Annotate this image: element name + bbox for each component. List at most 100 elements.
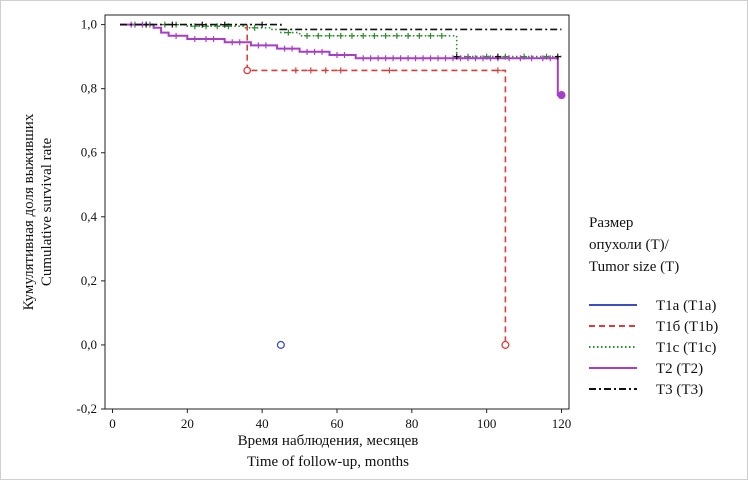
censor-mark-t1-t1b: [307, 67, 314, 74]
censor-mark-t1c-t1c: [393, 32, 400, 39]
y-tick-label: 0,6: [81, 145, 98, 160]
censor-mark-t1c-t1c: [416, 32, 423, 39]
censor-mark-t3-t3: [259, 21, 266, 28]
censor-mark-t2-t2: [457, 55, 464, 62]
censor-mark-t2-t2: [479, 55, 486, 62]
censor-mark-t1c-t1c: [427, 32, 434, 39]
censor-mark-t2-t2: [450, 55, 456, 62]
x-axis-title-ru: Время наблюдения, месяцев: [238, 433, 419, 449]
censor-mark-t2-t2: [487, 55, 494, 62]
censor-mark-t2-t2: [382, 55, 389, 62]
y-axis-title-ru: Кумулятивная доля выживших: [21, 113, 37, 310]
censor-mark-t2-t2: [229, 39, 236, 46]
censor-mark-t3-t3: [221, 21, 228, 28]
censor-mark-t2-t2: [367, 55, 374, 62]
censor-mark-t2-t2: [255, 42, 262, 49]
censor-mark-t1c-t1c: [191, 23, 198, 30]
censor-mark-t2-t2: [464, 55, 471, 62]
series-t1-t1b: [243, 24, 510, 349]
censor-mark-t1c-t1c: [438, 32, 445, 39]
censor-mark-t2-t2: [304, 48, 311, 55]
series-line-t1c-t1c: [120, 23, 562, 58]
censor-mark-t2-t2: [528, 55, 535, 62]
censor-mark-t1c-t1c: [304, 32, 311, 39]
censor-mark-t3-t3: [169, 21, 176, 28]
censor-mark-t3-t3: [143, 21, 150, 28]
censor-mark-t2-t2: [427, 55, 434, 62]
x-tick-label: 0: [109, 416, 116, 431]
legend-title-line-2: опухоли (T)/: [589, 237, 670, 253]
censor-mark-t2-t2: [281, 45, 288, 52]
y-tick-label: 0,8: [81, 81, 97, 96]
legend-label-t1c-t1c: T1c (T1c): [656, 340, 716, 356]
legend-entries: T1a (T1a) T1б (T1b) T1c (T1c) T2 (T2) T3 (T3…: [589, 298, 718, 398]
censor-mark-t1c-t1c: [315, 32, 322, 39]
censor-mark-t3-t3: [199, 21, 206, 28]
x-tick-label: 120: [552, 416, 572, 431]
censor-mark-t1c-t1c: [360, 32, 367, 39]
censor-mark-t2-t2: [375, 55, 382, 62]
censor-mark-t1c-t1c: [285, 29, 292, 36]
legend-title-line-3: Tumor size (T): [589, 259, 679, 275]
censor-mark-t2-t2: [390, 55, 397, 62]
x-tick-label: 60: [331, 416, 344, 431]
censor-mark-t2-t2: [191, 36, 198, 43]
censor-mark-t1c-t1c: [405, 32, 412, 39]
censor-mark-t2-t2: [236, 39, 243, 46]
censor-mark-t2-t2: [547, 55, 554, 62]
censor-mark-t2-t2: [435, 55, 442, 62]
censor-mark-t2-t2: [412, 55, 419, 62]
y-tick-label: -0,2: [76, 401, 97, 416]
end-marker-t1-t1b: [501, 340, 510, 349]
censor-mark-t2-t2: [506, 55, 513, 62]
censor-mark-t2-t2: [203, 36, 210, 43]
series-line-t2-t2: [120, 23, 562, 97]
censor-mark-t3-t3: [494, 53, 501, 60]
censor-mark-t2-t2: [360, 55, 367, 62]
censor-mark-t1c-t1c: [214, 23, 221, 30]
censor-mark-t2-t2: [405, 55, 412, 62]
censor-mark-t2-t2: [442, 55, 449, 62]
censor-mark-t2-t2: [262, 42, 269, 49]
censor-mark-t2-t2: [173, 32, 180, 39]
censor-mark-t1-t1b: [494, 67, 501, 74]
censor-mark-t2-t2: [334, 52, 340, 59]
legend: Размер опухоли (T)/ Tumor size (T) T1a (…: [589, 215, 718, 398]
series-t1a-t1a: [276, 340, 285, 349]
x-axis-ticks: 0 20 40 60 80 100 120: [109, 409, 571, 431]
y-tick-label: 1,0: [81, 17, 97, 32]
end-marker-t1a-t1a: [276, 340, 285, 349]
end-marker-t2-t2: [557, 91, 566, 100]
legend-label-t3-t3: T3 (T3): [656, 382, 703, 398]
censor-mark-t2-t2: [319, 48, 326, 55]
x-tick-label: 20: [181, 416, 194, 431]
censor-mark-t2-t2: [472, 55, 479, 62]
series-layer: [120, 21, 566, 349]
censor-mark-t2-t2: [397, 55, 404, 62]
legend-label-t1a-t1a: T1a (T1a): [656, 298, 716, 314]
legend-title-line-1: Размер: [589, 215, 633, 231]
x-tick-label: 80: [405, 416, 418, 431]
legend-label-t2-t2: T2 (T2): [656, 361, 703, 377]
censor-mark-t2-t2: [539, 55, 546, 62]
start-marker-t1-t1b: [243, 66, 252, 75]
censor-mark-t1-t1b: [337, 67, 344, 74]
censor-mark-t2-t2: [517, 55, 524, 62]
y-tick-label: 0,0: [81, 337, 97, 352]
plot-area: [104, 14, 570, 410]
censor-mark-t2-t2: [420, 55, 427, 62]
x-tick-label: 40: [256, 416, 269, 431]
censor-mark-t3-t3: [453, 53, 460, 60]
x-tick-label: 100: [477, 416, 497, 431]
censor-mark-t1-t1b: [386, 67, 393, 74]
censor-mark-t3-t3: [554, 53, 561, 60]
censor-mark-t1c-t1c: [326, 32, 333, 39]
censor-mark-t2-t2: [341, 52, 348, 59]
legend-label-t1-t1b: T1б (T1b): [656, 319, 718, 335]
censor-mark-t1c-t1c: [348, 32, 355, 39]
series-t3-t3: [120, 21, 562, 60]
censor-mark-t1c-t1c: [251, 24, 258, 31]
y-axis-ticks: -0,2 0,0 0,2 0,4 0,6 0,8 1,0: [76, 17, 105, 416]
